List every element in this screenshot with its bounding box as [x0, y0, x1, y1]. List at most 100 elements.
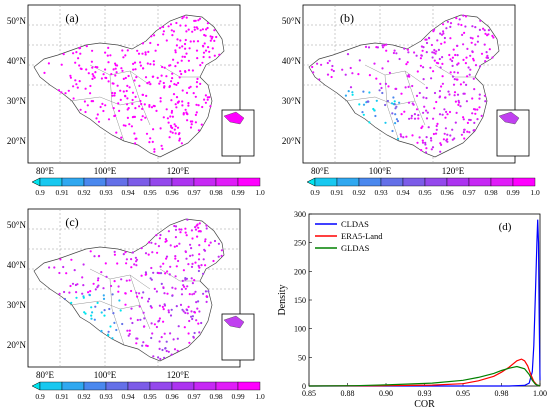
station-dot [441, 62, 444, 65]
station-dot [110, 284, 113, 288]
station-dot [424, 151, 428, 154]
station-dot [126, 49, 129, 52]
station-dot [75, 51, 78, 54]
station-dot [190, 315, 193, 318]
station-dot [403, 110, 406, 113]
station-dot [458, 18, 461, 21]
station-dot [330, 75, 333, 79]
station-dot [438, 89, 441, 93]
station-dot [413, 113, 416, 116]
station-dot [166, 117, 169, 120]
station-dot [175, 96, 179, 99]
station-dot [421, 141, 425, 144]
station-dot [454, 53, 457, 57]
station-dot [442, 32, 445, 35]
station-dot [395, 52, 398, 55]
station-dot [187, 263, 190, 266]
station-dot [184, 311, 187, 314]
colorbar-segment [127, 177, 151, 187]
station-dot [140, 274, 143, 277]
station-dot [197, 226, 200, 229]
station-dot [198, 17, 202, 20]
station-dot [112, 107, 115, 110]
station-dot [341, 68, 344, 71]
station-dot [69, 284, 72, 288]
station-dot [104, 262, 107, 265]
station-dot [197, 104, 200, 107]
station-dot [134, 256, 137, 259]
station-dot [134, 142, 137, 145]
station-dot [107, 61, 110, 64]
station-dot [70, 301, 73, 304]
station-dot [178, 46, 181, 49]
station-dot [445, 27, 448, 30]
station-dot [471, 50, 474, 53]
station-dot [162, 25, 165, 29]
station-dot [171, 34, 174, 37]
station-dot [120, 278, 123, 281]
station-dot [99, 105, 102, 109]
station-dot [410, 117, 413, 120]
colorbar-segment [149, 177, 173, 187]
station-dot [69, 74, 72, 77]
station-dot [179, 231, 182, 234]
lat-tick-label: 50°N [7, 220, 27, 230]
station-dot [159, 100, 162, 103]
station-dot [178, 137, 181, 140]
station-dot [82, 263, 85, 266]
station-dot [135, 291, 138, 294]
station-dot [331, 64, 334, 68]
y-tick-label: 50 [298, 353, 306, 362]
station-dot [128, 123, 131, 126]
station-dot [158, 82, 161, 85]
station-dot [153, 34, 156, 37]
station-dot [431, 51, 434, 54]
station-dot [451, 75, 455, 78]
station-dot [107, 118, 111, 121]
station-dot [212, 259, 215, 263]
station-dot [62, 265, 65, 269]
station-dot [154, 242, 157, 245]
x-tick-label: 0.93 [418, 389, 432, 398]
station-dot [128, 329, 131, 332]
station-dot [474, 64, 478, 67]
station-dot [139, 99, 142, 103]
station-dot [426, 111, 429, 114]
station-dot [178, 228, 181, 231]
station-dot [378, 89, 381, 92]
station-dot [457, 62, 460, 65]
station-dot [174, 65, 177, 68]
station-dot [141, 42, 144, 45]
station-dot [400, 135, 403, 138]
legend-label: GLDAS [341, 243, 370, 253]
station-dot [89, 92, 92, 95]
station-dot [425, 41, 429, 45]
colorbar-segment [237, 381, 261, 391]
station-dot [155, 325, 158, 329]
station-dot [189, 85, 192, 88]
station-dot [107, 334, 110, 337]
station-dot [406, 48, 409, 51]
station-dot [170, 99, 173, 102]
station-dot [150, 322, 153, 325]
colorbar-tick-label: 0.93 [374, 188, 387, 197]
station-dot [184, 70, 187, 73]
station-dot [191, 254, 194, 257]
station-dot [133, 61, 137, 64]
station-dot [76, 86, 79, 89]
province-boundary [434, 64, 475, 78]
station-dot [117, 290, 120, 293]
station-dot [439, 142, 442, 145]
station-dot [198, 244, 201, 247]
station-dot [92, 74, 95, 78]
lat-tick-label: 30°N [282, 96, 302, 106]
station-dot [187, 305, 190, 308]
station-dot [362, 103, 366, 106]
station-dot [179, 70, 182, 73]
station-dot [143, 103, 146, 106]
y-tick-label: 200 [294, 267, 306, 276]
station-dot [128, 86, 131, 89]
panel-label: (b) [340, 11, 354, 25]
station-dot [418, 136, 421, 139]
station-dot [182, 15, 185, 18]
